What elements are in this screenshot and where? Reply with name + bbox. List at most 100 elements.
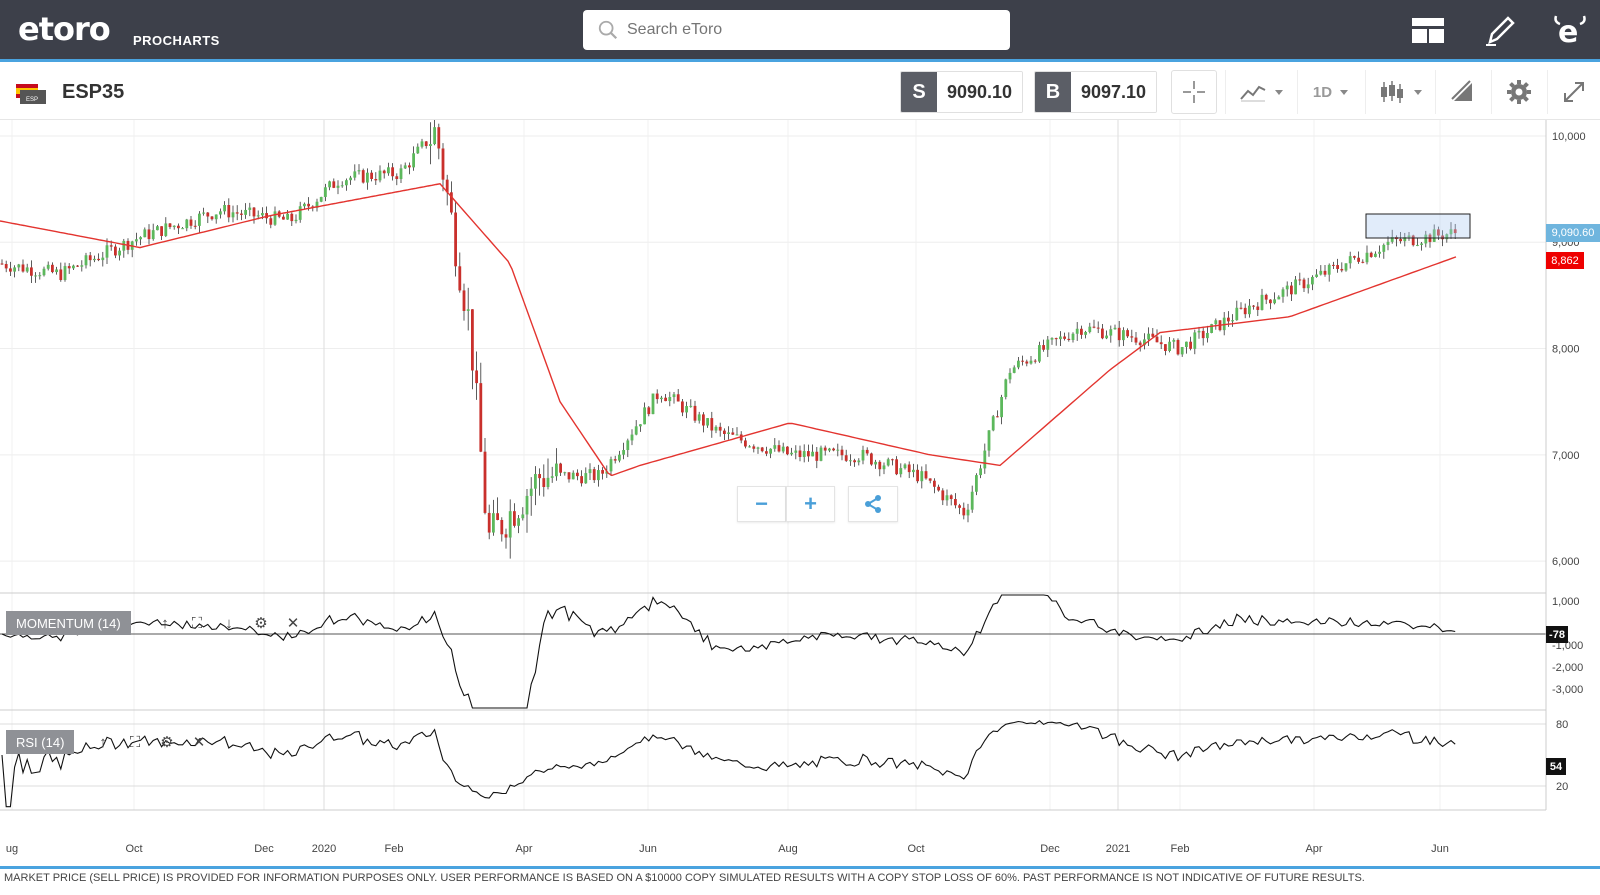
candle-body	[105, 245, 109, 258]
candle-body	[903, 464, 907, 469]
chart-type-button[interactable]	[1225, 70, 1295, 114]
candle-body	[550, 476, 554, 478]
candle-body	[798, 450, 802, 457]
rsi-line	[1, 719, 1456, 808]
x-tick-label: Apr	[515, 843, 532, 855]
candle-body	[290, 213, 294, 222]
candle-body	[189, 219, 193, 226]
candle-body	[786, 446, 789, 455]
candle-body	[1407, 235, 1411, 238]
maximize-icon[interactable]: ⛶	[129, 733, 141, 751]
candle-body	[382, 170, 386, 174]
candle-body	[1424, 234, 1428, 244]
maximize-icon[interactable]: ⛶	[191, 614, 203, 632]
spain-flag-icon: ESP	[16, 84, 46, 104]
candle-body	[1159, 342, 1163, 345]
price-chart[interactable]: 10,0009,0008,0007,0006,0001,000-1,000-2,…	[0, 120, 1600, 865]
candle-body	[1411, 235, 1415, 246]
candle-body	[1403, 237, 1407, 242]
candle-body	[202, 212, 205, 214]
candle-body	[836, 449, 840, 451]
move-up-icon[interactable]: ↑	[161, 614, 169, 632]
candle-body	[1021, 360, 1024, 362]
rsi-label[interactable]: RSI (14)	[6, 730, 75, 754]
candle-body	[80, 265, 84, 267]
candle-body	[1050, 338, 1054, 340]
candle-body	[349, 177, 352, 181]
settings-icon[interactable]: ⚙	[254, 615, 268, 632]
candle-body	[471, 309, 474, 371]
candle-body	[391, 167, 394, 177]
candle-body	[865, 449, 869, 454]
moving-average-line	[0, 183, 1457, 477]
candle-body	[693, 405, 697, 421]
candle-body	[1096, 327, 1100, 329]
settings-icon[interactable]: ⚙	[160, 734, 174, 751]
candle-body	[886, 459, 890, 466]
candle-body	[1445, 234, 1449, 240]
x-tick-label: Dec	[1040, 843, 1060, 855]
candle-body	[97, 258, 100, 261]
candle-body	[676, 394, 680, 402]
candle-body	[1033, 360, 1037, 362]
etoro-logo[interactable]: etoro	[18, 10, 111, 48]
momentum-label[interactable]: MOMENTUM (14)	[6, 611, 131, 635]
candle-body	[1273, 299, 1276, 304]
crosshair-icon	[1183, 81, 1205, 103]
y-tick-label: 8,000	[1552, 344, 1580, 356]
candle-body	[1193, 332, 1197, 349]
candle-body	[1185, 341, 1188, 348]
candle-body	[403, 165, 407, 169]
candle-body	[1357, 257, 1360, 262]
close-icon[interactable]: ✕	[286, 615, 300, 632]
search-box[interactable]	[583, 10, 1010, 50]
selection-rectangle[interactable]	[1365, 213, 1471, 239]
fullscreen-button[interactable]	[1547, 70, 1599, 114]
candle-body	[1075, 328, 1079, 334]
buy-button[interactable]: B 9097.10	[1034, 71, 1158, 113]
candle-body	[1277, 296, 1281, 300]
close-icon[interactable]: ✕	[192, 734, 206, 751]
layout-icon[interactable]	[1408, 10, 1448, 50]
candle-body	[1399, 239, 1402, 242]
candle-body	[626, 440, 630, 451]
momentum-tick-label: -3,000	[1552, 684, 1583, 696]
timeframe-select[interactable]: 1D	[1297, 70, 1363, 114]
x-tick-label: Feb	[385, 843, 404, 855]
drawing-tools-button[interactable]	[1435, 70, 1489, 114]
crosshair-button[interactable]	[1171, 70, 1217, 114]
settings-button[interactable]	[1491, 70, 1545, 114]
candle-body	[38, 275, 42, 277]
search-input[interactable]	[627, 10, 997, 50]
candle-body	[987, 430, 991, 451]
top-bar: etoro PROCHARTS e	[0, 0, 1600, 62]
instrument-toolbar: ESP ESP35 S 9090.10 B 9097.10 1D	[0, 65, 1600, 120]
candle-body	[517, 518, 520, 526]
candle-body	[630, 434, 634, 441]
move-down-icon[interactable]: ↓	[225, 614, 233, 632]
move-up-icon[interactable]: ↑	[99, 733, 107, 751]
candle-body	[521, 514, 525, 519]
candle-body	[324, 187, 327, 197]
candle-body	[1025, 361, 1029, 364]
candle-body	[1168, 341, 1171, 351]
candle-body	[996, 416, 999, 418]
momentum-line	[1, 594, 1456, 709]
candle-body	[941, 490, 945, 501]
candle-body	[1294, 279, 1297, 295]
zoom-in-button[interactable]: +	[786, 486, 835, 522]
candle-style-button[interactable]	[1365, 70, 1433, 114]
candle-body	[1264, 294, 1268, 300]
etoro-e-icon[interactable]: e	[1550, 10, 1590, 50]
zoom-out-button[interactable]: −	[737, 486, 786, 522]
pencil-icon[interactable]	[1480, 10, 1520, 50]
candle-body	[156, 226, 159, 231]
candle-body	[9, 268, 12, 272]
candle-body	[735, 434, 739, 436]
sell-button[interactable]: S 9090.10	[900, 71, 1024, 113]
sell-price: 9090.10	[937, 72, 1023, 112]
candle-body	[1437, 229, 1440, 236]
x-tick-label: Jun	[1431, 843, 1449, 855]
share-button[interactable]	[848, 486, 898, 522]
candle-body	[534, 474, 537, 489]
